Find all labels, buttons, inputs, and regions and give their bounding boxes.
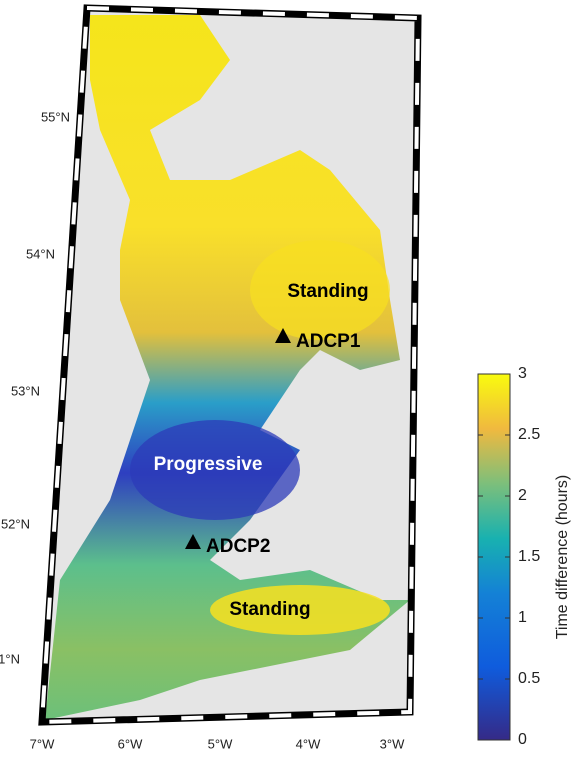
colorbar <box>477 373 511 741</box>
standing-zone <box>250 240 390 340</box>
colorbar-tick-label: 2 <box>518 487 527 504</box>
sea <box>45 15 410 720</box>
lat-label: 54°N <box>26 246 55 261</box>
adcp-marker <box>185 534 201 549</box>
frame <box>39 5 421 725</box>
lat-label: 53°N <box>11 383 40 398</box>
progressive-zone <box>130 420 300 520</box>
colorbar-label: Time difference (hours) <box>554 475 571 640</box>
annotation: ADCP1 <box>296 331 361 352</box>
standing-zone <box>210 585 390 635</box>
annotation: Standing <box>287 281 368 302</box>
annotation: Progressive <box>154 454 263 475</box>
lat-label: 55°N <box>41 109 70 124</box>
lon-label: 4°W <box>296 736 321 751</box>
lat-label: 52°N <box>1 516 30 531</box>
colorbar-tick-label: 2.5 <box>518 426 540 443</box>
colorbar-tick-label: 0.5 <box>518 670 540 687</box>
lon-label: 5°W <box>208 736 233 751</box>
colorbar-tick-label: 1.5 <box>518 548 540 565</box>
lon-label: 6°W <box>118 736 143 751</box>
annotation: Standing <box>229 599 310 620</box>
adcp-marker <box>275 328 291 343</box>
lon-label: 3°W <box>380 736 405 751</box>
colorbar-tick-label: 1 <box>518 609 527 626</box>
colorbar-tick-label: 3 <box>518 365 527 382</box>
lon-label: 7°W <box>30 736 55 751</box>
lat-label: 51°N <box>0 651 20 666</box>
annotation: ADCP2 <box>206 536 270 557</box>
map <box>38 4 422 726</box>
colorbar-tick-label: 0 <box>518 731 527 748</box>
